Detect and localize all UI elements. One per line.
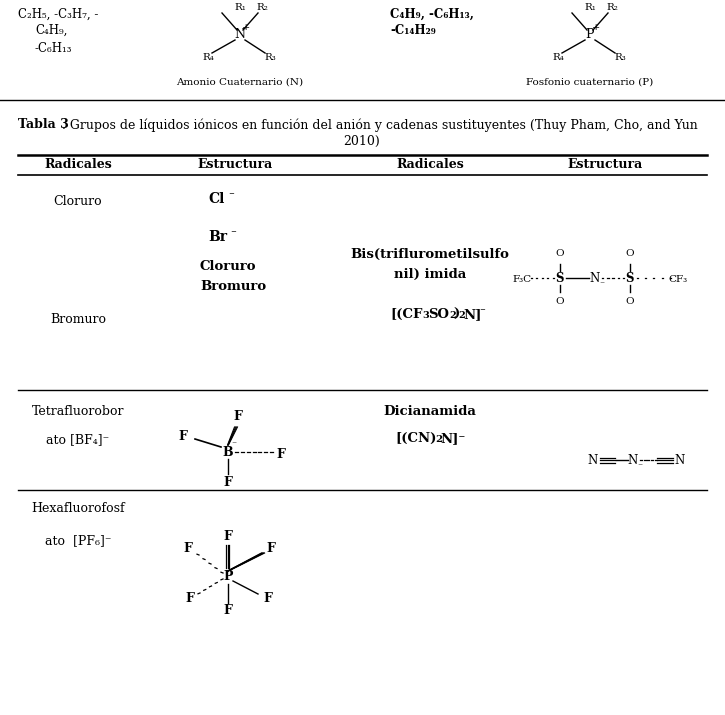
Text: CF₃: CF₃ — [668, 275, 687, 285]
Text: R₄: R₄ — [202, 52, 214, 61]
Text: R₁: R₁ — [584, 2, 596, 11]
Text: Br: Br — [208, 230, 227, 244]
Text: N: N — [588, 453, 598, 466]
Text: ⁻: ⁻ — [228, 190, 234, 201]
Text: +: + — [242, 22, 250, 31]
Text: Bis(triflurometilsulfo: Bis(triflurometilsulfo — [351, 248, 510, 261]
Text: B: B — [223, 445, 233, 458]
Text: ): ) — [453, 308, 459, 321]
Text: Dicianamida: Dicianamida — [384, 405, 476, 418]
Text: C₄H₉,: C₄H₉, — [35, 24, 67, 37]
Text: R₂: R₂ — [606, 2, 618, 11]
Text: Tetrafluorobor: Tetrafluorobor — [32, 405, 124, 418]
Text: F: F — [183, 541, 192, 555]
Text: F: F — [223, 475, 233, 488]
Text: 2: 2 — [449, 311, 456, 320]
Text: Fosfonio cuaternario (P): Fosfonio cuaternario (P) — [526, 78, 654, 87]
Text: S: S — [626, 272, 634, 285]
Text: F: F — [267, 541, 276, 555]
Text: Estructura: Estructura — [197, 159, 273, 172]
Text: O: O — [626, 250, 634, 259]
Text: N: N — [628, 453, 638, 466]
Text: -C₁₄H₂₉: -C₁₄H₂₉ — [390, 24, 436, 37]
Text: R₃: R₃ — [614, 52, 626, 61]
Text: ⁻: ⁻ — [600, 280, 605, 290]
Text: F: F — [223, 604, 233, 618]
Text: R₃: R₃ — [264, 52, 276, 61]
Text: ⁻: ⁻ — [479, 306, 485, 317]
Text: R₄: R₄ — [552, 52, 564, 61]
Text: F: F — [178, 430, 188, 443]
Text: [(CN): [(CN) — [395, 432, 436, 445]
Text: P: P — [586, 29, 594, 41]
Text: nil) imida: nil) imida — [394, 268, 466, 281]
Text: O: O — [555, 297, 564, 307]
Text: F: F — [223, 530, 233, 543]
Text: S: S — [556, 272, 564, 285]
Text: 2010): 2010) — [344, 135, 381, 148]
Text: C₄H₉, -C₆H₁₃,: C₄H₉, -C₆H₁₃, — [390, 8, 474, 21]
Text: ⁻: ⁻ — [231, 440, 236, 450]
Text: SO: SO — [428, 308, 449, 321]
Text: Cloruro: Cloruro — [54, 195, 102, 208]
Text: Bromuro: Bromuro — [200, 280, 266, 293]
Text: R₂: R₂ — [256, 2, 268, 11]
Text: . Grupos de líquidos iónicos en función del anión y cadenas sustituyentes (Thuy : . Grupos de líquidos iónicos en función … — [62, 118, 697, 132]
Text: 3: 3 — [422, 311, 428, 320]
Text: Amonio Cuaternario (N): Amonio Cuaternario (N) — [176, 78, 304, 87]
Text: F: F — [264, 591, 273, 604]
Text: F: F — [186, 591, 194, 604]
Text: N]⁻: N]⁻ — [440, 432, 465, 445]
Text: Hexafluorofosf: Hexafluorofosf — [31, 502, 125, 515]
Text: +: + — [592, 22, 600, 31]
Text: ato  [PF₆]⁻: ato [PF₆]⁻ — [45, 534, 111, 547]
Text: N]: N] — [463, 308, 481, 321]
Text: N: N — [675, 453, 685, 466]
Text: Estructura: Estructura — [568, 159, 642, 172]
Text: -C₆H₁₃: -C₆H₁₃ — [35, 42, 72, 55]
Text: Radicales: Radicales — [44, 159, 112, 172]
Text: N: N — [590, 272, 600, 285]
Text: N: N — [234, 29, 246, 41]
Text: ⁻: ⁻ — [637, 463, 642, 471]
Text: F: F — [233, 410, 242, 423]
Text: Cl: Cl — [208, 192, 224, 206]
Text: Cloruro: Cloruro — [200, 260, 257, 273]
Text: 2: 2 — [458, 311, 465, 320]
Text: ato [BF₄]⁻: ato [BF₄]⁻ — [46, 433, 109, 446]
Text: P: P — [223, 570, 233, 583]
Text: Bromuro: Bromuro — [50, 313, 106, 326]
Text: ⁻: ⁻ — [230, 228, 236, 239]
Text: F₃C: F₃C — [513, 275, 531, 285]
Text: [(CF: [(CF — [390, 308, 423, 321]
Text: Radicales: Radicales — [396, 159, 464, 172]
Text: O: O — [555, 250, 564, 259]
Text: R₁: R₁ — [234, 2, 246, 11]
Text: C₂H₅, -C₃H₇, -: C₂H₅, -C₃H₇, - — [18, 8, 99, 21]
Text: O: O — [626, 297, 634, 307]
Text: F: F — [276, 448, 286, 461]
Text: Tabla 3: Tabla 3 — [18, 118, 69, 131]
Text: 2: 2 — [435, 435, 442, 444]
